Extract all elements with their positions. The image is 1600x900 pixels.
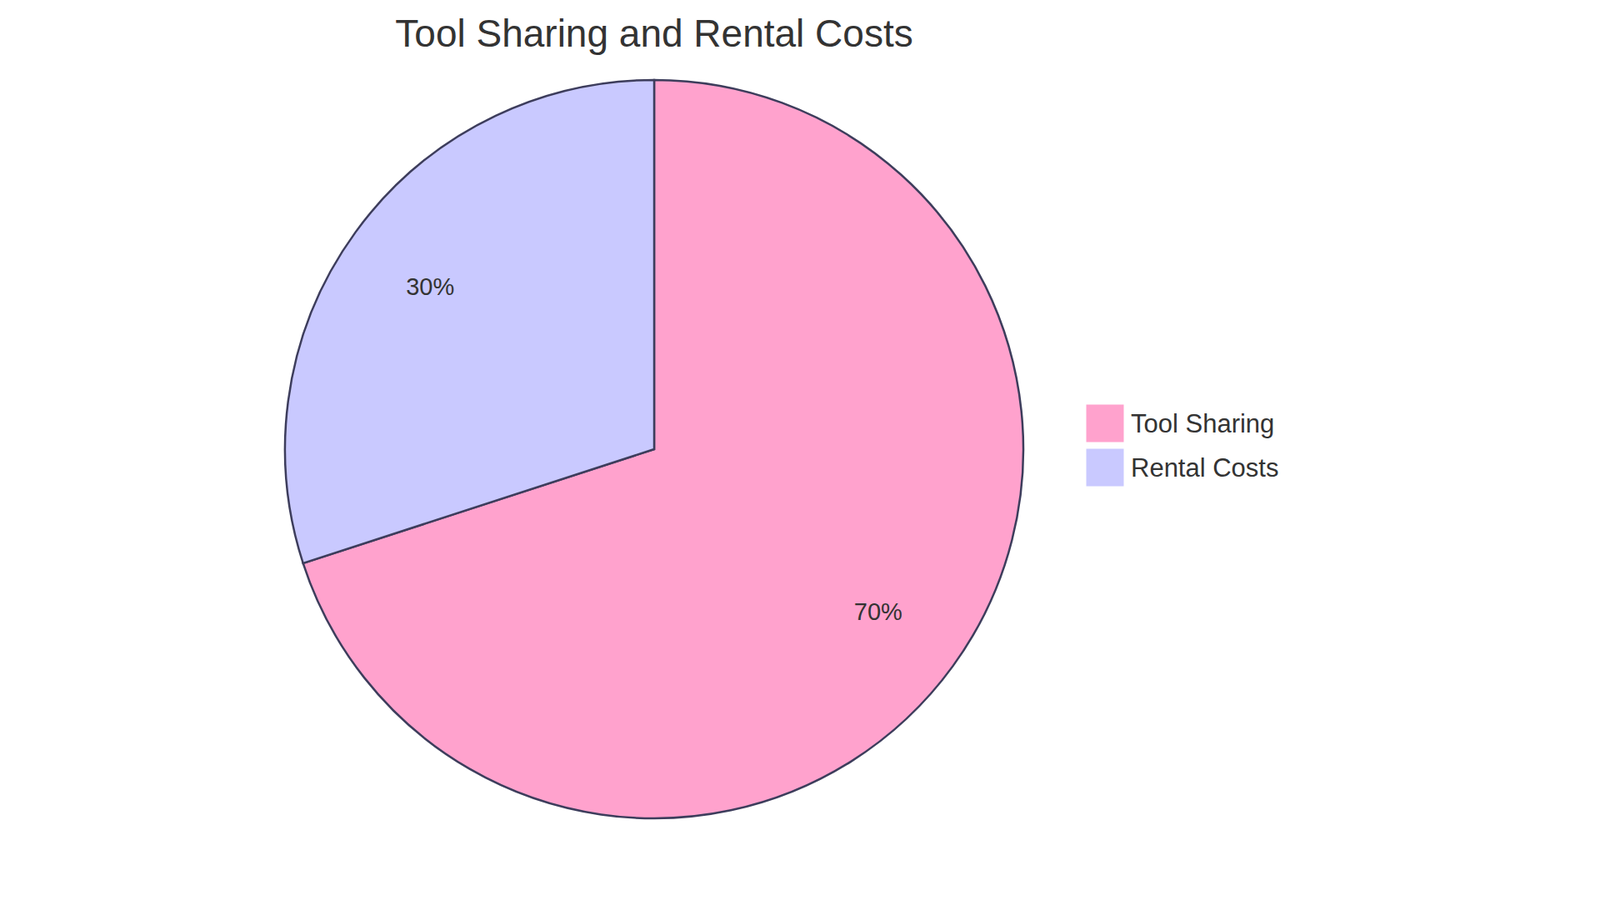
data-labels: 70% 30% [405,273,903,626]
legend-label: Rental Costs [1130,453,1279,483]
legend-swatch [1086,405,1124,442]
title: Tool Sharing and Rental Costs [395,11,913,55]
legend-swatch [1086,449,1124,486]
data-label: 30% [405,273,455,300]
data-label: 70% [854,598,903,625]
pie-slice [285,80,655,564]
legend: Tool Sharing Rental Costs [1086,405,1279,486]
pie [285,80,1024,819]
legend-label: Tool Sharing [1130,409,1275,439]
chart: Tool Sharing and Rental Costs 70% 30% Tool … [0,0,1600,900]
